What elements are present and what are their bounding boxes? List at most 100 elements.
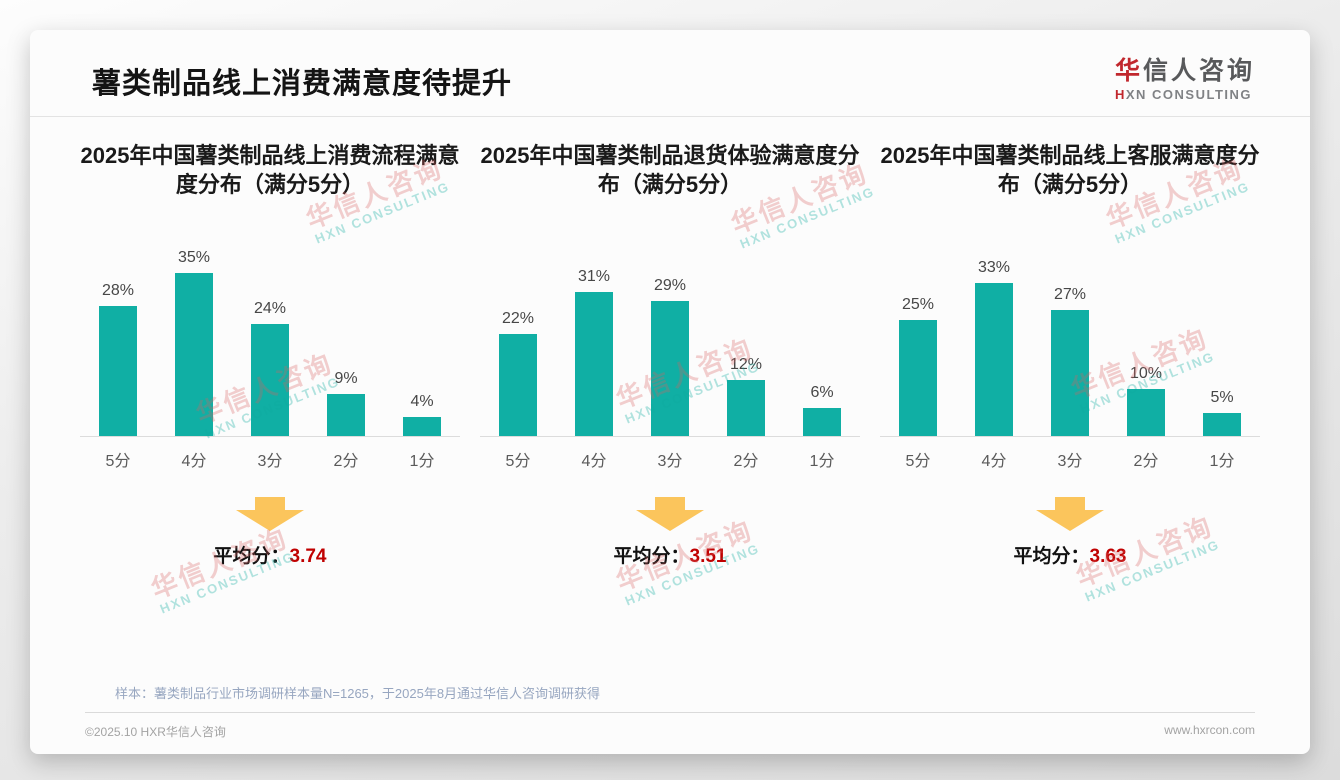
logo-chinese-text: 华信人咨询 — [1114, 57, 1255, 85]
bar-group: 10% — [1113, 365, 1179, 436]
average-value: 3.63 — [1089, 545, 1127, 567]
bar-value-label: 25% — [901, 295, 935, 313]
bar-value-label: 22% — [501, 309, 535, 327]
bar-group: 33% — [961, 259, 1027, 436]
x-axis-label: 3分 — [1057, 452, 1083, 470]
company-logo: 华信人咨询 HXN CONSULTING — [1114, 57, 1255, 102]
x-axis-label: 5分 — [105, 452, 131, 470]
x-axis-label: 4分 — [981, 452, 1007, 470]
bar-value-label: 10% — [1129, 364, 1163, 382]
chart-column-checkout-satisfaction: 2025年中国薯类制品线上消费流程满意度分布（满分5分） 28% 35% 24% 9%… — [72, 141, 468, 568]
bar-value-label: 6% — [810, 383, 834, 401]
logo-english-text: HXN CONSULTING — [1114, 86, 1253, 102]
x-axis: 5分 4分 3分 2分 1分 — [80, 447, 460, 471]
bar-group: 27% — [1037, 286, 1103, 436]
bar-value-label: 12% — [729, 355, 763, 373]
bar — [99, 305, 137, 436]
bar-value-label: 9% — [334, 369, 358, 387]
plot-area: 22% 31% 29% 12% 6% — [480, 241, 860, 437]
x-axis-label: 4分 — [181, 452, 207, 470]
average-value: 3.74 — [289, 545, 327, 567]
x-axis-label: 2分 — [733, 452, 759, 470]
slide-footer: ©2025.10 HXR华信人咨询 www.hxrcon.com — [85, 712, 1255, 740]
bar — [1127, 388, 1165, 436]
bar — [803, 407, 841, 436]
bar-value-label: 28% — [101, 281, 135, 299]
average-score: 平均分：3.51 — [614, 541, 727, 568]
bar-group: 24% — [237, 300, 303, 436]
x-axis-label: 2分 — [333, 452, 359, 470]
x-axis-label: 3分 — [257, 452, 283, 470]
bar — [651, 300, 689, 436]
page-title: 薯类制品线上消费满意度待提升 — [92, 67, 513, 100]
average-label: 平均分： — [613, 545, 690, 567]
copyright-text: ©2025.10 HXR华信人咨询 — [85, 725, 226, 739]
bar-group: 29% — [637, 277, 703, 436]
sample-note: 样本：薯类制品行业市场调研样本量N=1265，于2025年8月通过华信人咨询调研… — [115, 686, 601, 701]
bar-chart-checkout: 28% 35% 24% 9% 4% 5分 4分 3分 2分 1分 — [80, 241, 460, 471]
bar-group: 5% — [1189, 389, 1255, 436]
arrow-wrap — [636, 496, 704, 531]
plot-area: 25% 33% 27% 10% 5% — [880, 241, 1260, 437]
bar-group: 6% — [789, 384, 855, 436]
bar-chart-service: 25% 33% 27% 10% 5% 5分 4分 3分 2分 1分 — [880, 241, 1260, 471]
x-axis-label: 4分 — [581, 452, 607, 470]
charts-row: 2025年中国薯类制品线上消费流程满意度分布（满分5分） 28% 35% 24% 9%… — [30, 117, 1310, 568]
average-value: 3.51 — [689, 545, 727, 567]
bar-group: 12% — [713, 356, 779, 436]
bar — [975, 282, 1013, 436]
x-axis-label: 2分 — [1133, 452, 1159, 470]
bar-group: 25% — [885, 296, 951, 436]
bar-group: 9% — [313, 370, 379, 436]
chart-column-returns-satisfaction: 2025年中国薯类制品退货体验满意度分布（满分5分） 22% 31% 29% 12% 6… — [472, 141, 868, 568]
website-url: www.hxrcon.com — [1164, 723, 1255, 737]
bar-value-label: 29% — [653, 276, 687, 294]
bar-group: 31% — [561, 268, 627, 436]
x-axis-label: 5分 — [905, 452, 931, 470]
bar — [1203, 412, 1241, 436]
bar-group: 4% — [389, 393, 455, 436]
x-axis-label: 1分 — [1209, 452, 1235, 470]
bar — [327, 393, 365, 436]
bar — [403, 416, 441, 436]
bar — [1051, 309, 1089, 436]
bar-value-label: 31% — [577, 267, 611, 285]
bar-value-label: 5% — [1210, 388, 1234, 406]
bar-value-label: 35% — [177, 248, 211, 266]
bar-group: 28% — [85, 282, 151, 436]
report-slide: 薯类制品线上消费满意度待提升 华信人咨询 HXN CONSULTING 2025… — [30, 30, 1310, 754]
down-arrow-icon — [1036, 496, 1104, 531]
x-axis-label: 3分 — [657, 452, 683, 470]
bar — [251, 323, 289, 436]
bar-chart-returns: 22% 31% 29% 12% 6% 5分 4分 3分 2分 1分 — [480, 241, 860, 471]
down-arrow-icon — [236, 496, 304, 531]
plot-area: 28% 35% 24% 9% 4% — [80, 241, 460, 437]
bar-value-label: 33% — [977, 258, 1011, 276]
chart-column-service-satisfaction: 2025年中国薯类制品线上客服满意度分布（满分5分） 25% 33% 27% 10% 5… — [872, 141, 1268, 568]
average-label: 平均分： — [213, 545, 290, 567]
bar — [499, 333, 537, 436]
slide-header: 薯类制品线上消费满意度待提升 华信人咨询 HXN CONSULTING — [30, 30, 1310, 117]
average-score: 平均分：3.74 — [214, 541, 327, 568]
bar-value-label: 4% — [410, 392, 434, 410]
bar-value-label: 24% — [253, 299, 287, 317]
bar-group: 22% — [485, 310, 551, 436]
bar — [575, 291, 613, 436]
arrow-wrap — [1036, 496, 1104, 531]
x-axis-label: 5分 — [505, 452, 531, 470]
average-score: 平均分：3.63 — [1014, 541, 1127, 568]
chart-title: 2025年中国薯类制品线上客服满意度分布（满分5分） — [880, 142, 1260, 198]
bar — [899, 319, 937, 436]
chart-title: 2025年中国薯类制品退货体验满意度分布（满分5分） — [480, 142, 860, 198]
bar-value-label: 27% — [1053, 285, 1087, 303]
bar-group: 35% — [161, 249, 227, 436]
average-label: 平均分： — [1013, 545, 1090, 567]
bar — [727, 379, 765, 436]
x-axis-label: 1分 — [409, 452, 435, 470]
arrow-wrap — [236, 496, 304, 531]
down-arrow-icon — [636, 496, 704, 531]
x-axis: 5分 4分 3分 2分 1分 — [480, 447, 860, 471]
x-axis-label: 1分 — [809, 452, 835, 470]
bar — [175, 272, 213, 436]
chart-title: 2025年中国薯类制品线上消费流程满意度分布（满分5分） — [80, 142, 460, 198]
